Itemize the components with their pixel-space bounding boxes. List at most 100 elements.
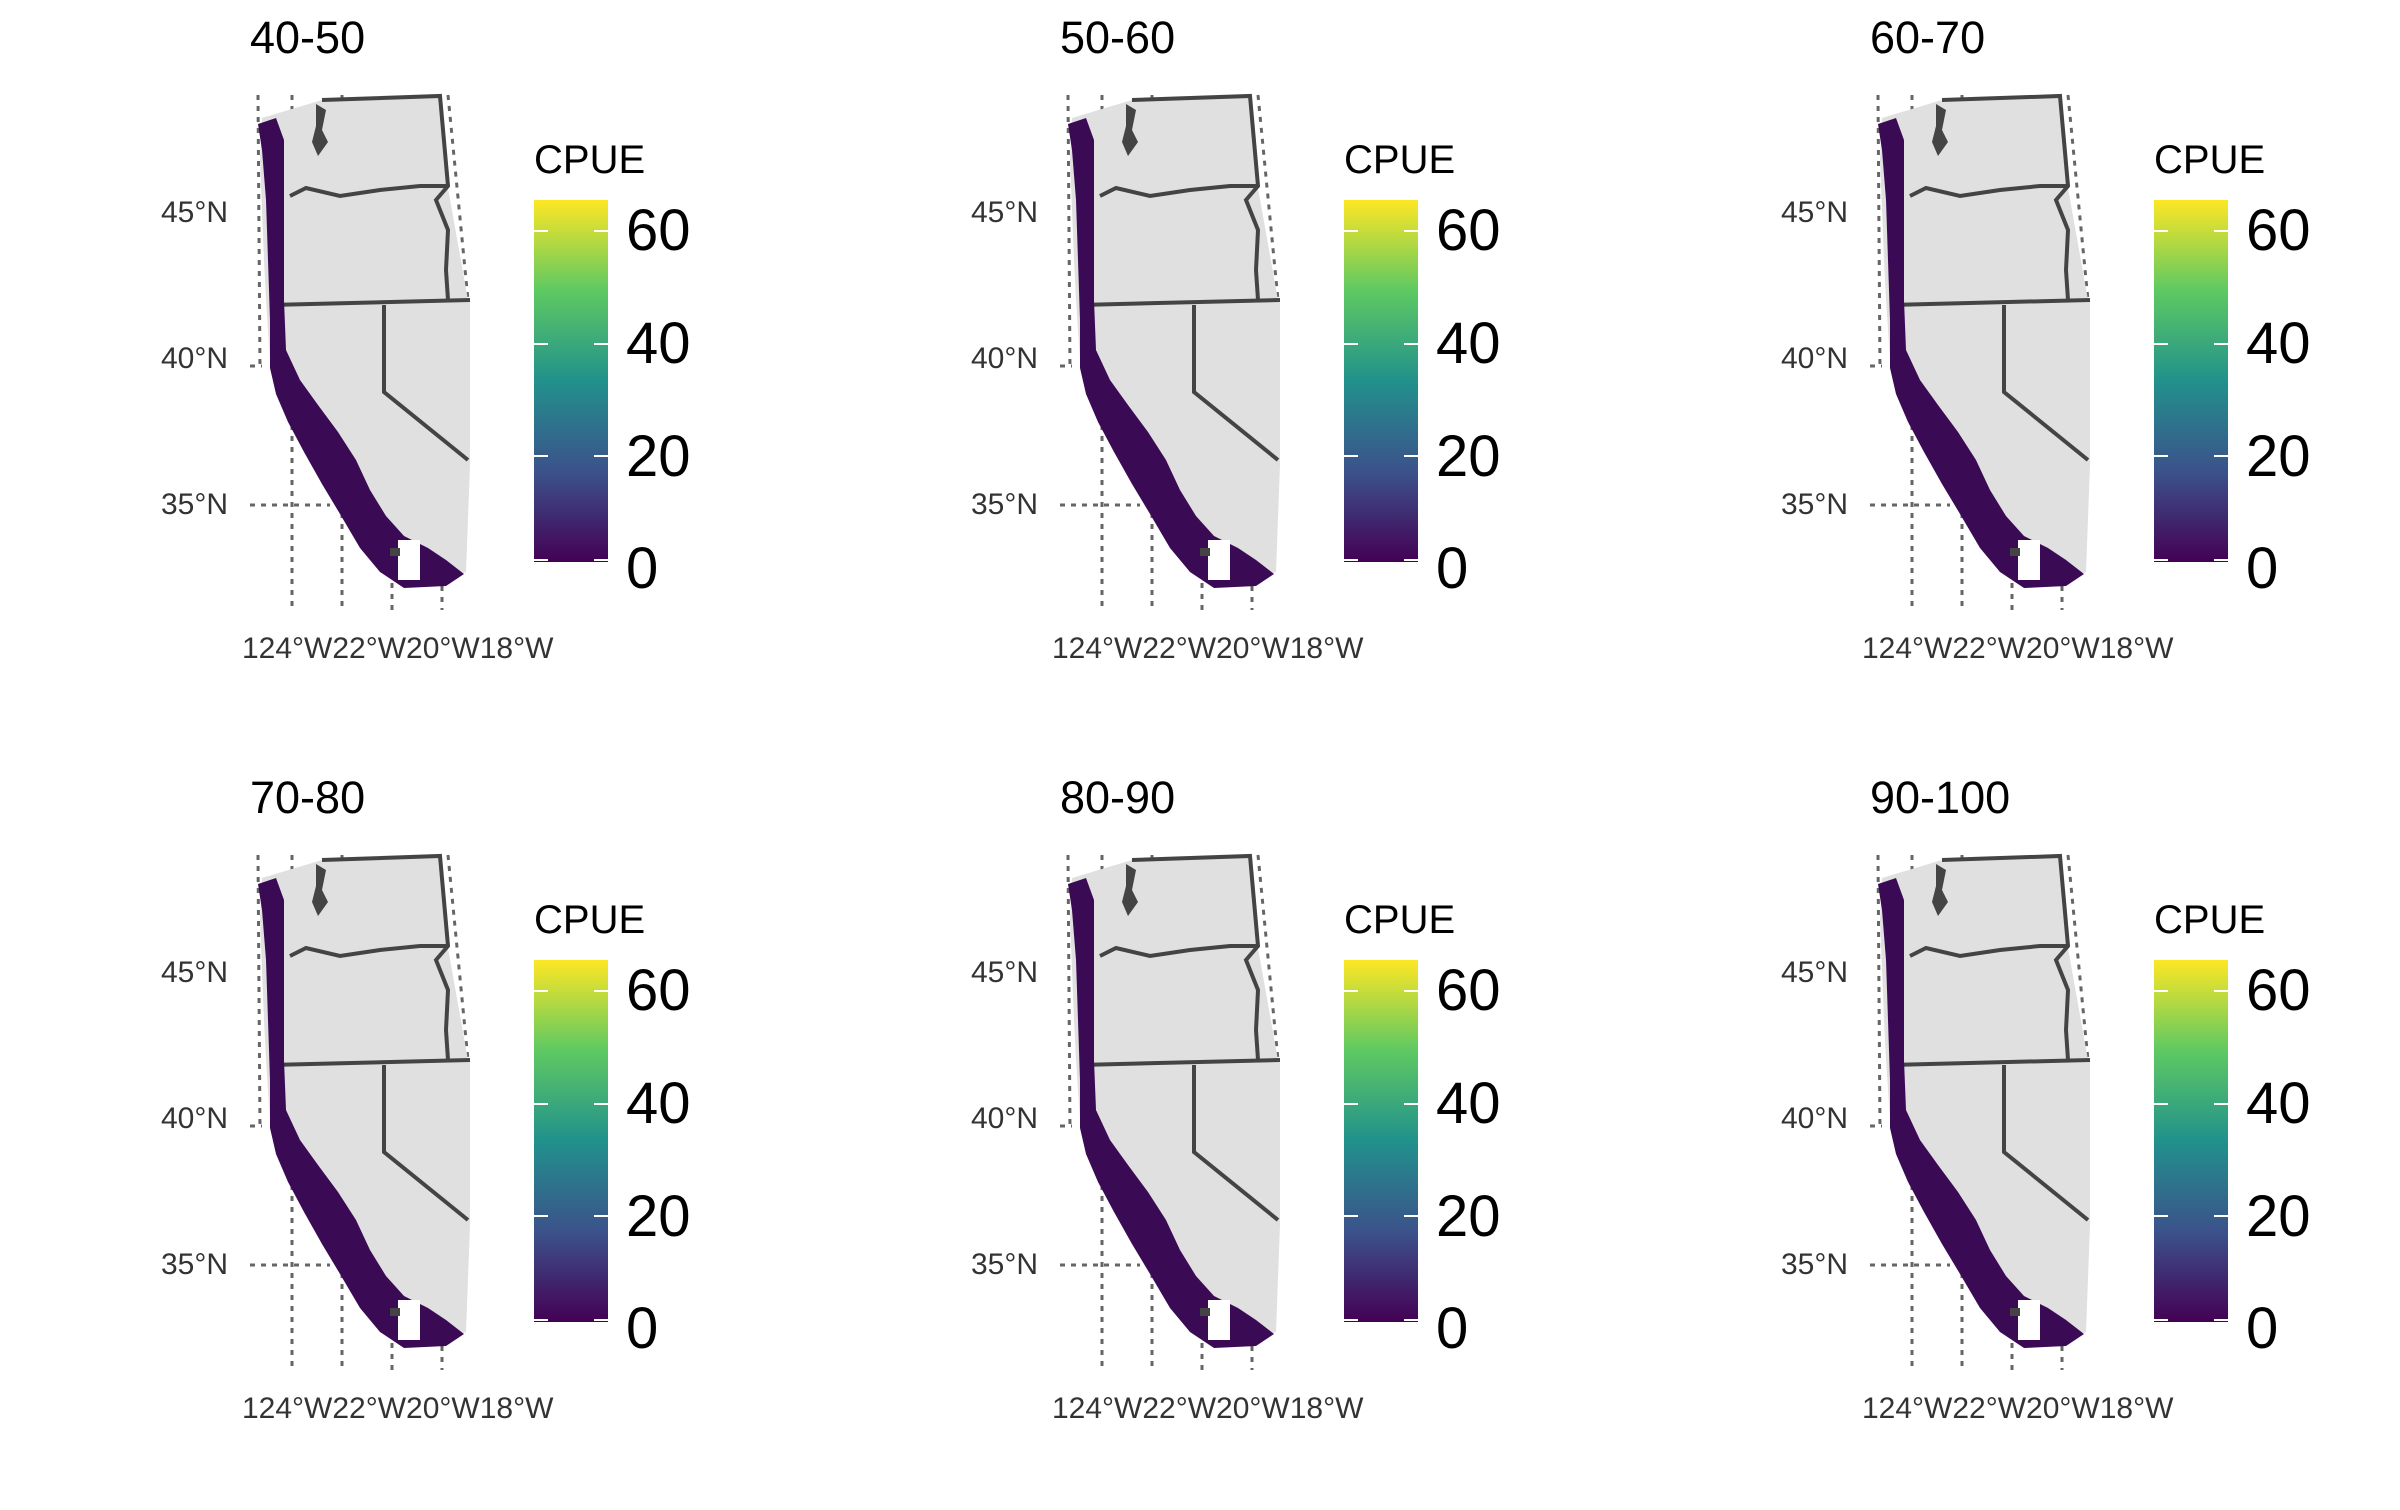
map-panel-50-60: 50-60 (810, 0, 1610, 750)
puget-sound-island (1932, 864, 1948, 916)
or-ca-border (269, 298, 471, 307)
west-coast-map (1060, 853, 1281, 1370)
cpue-coastal-data (1878, 878, 2084, 1348)
puget-sound-island (1932, 104, 1948, 156)
panel-title: 90-100 (1870, 772, 2011, 823)
channel-island (2010, 1308, 2020, 1316)
ca-nv-border (2002, 1065, 2090, 1222)
colorbar-gradient (1344, 200, 1418, 562)
map-panel-90-100: 90-100 (1620, 760, 2400, 1510)
data-gap-block (1208, 1300, 1230, 1340)
map-panel-60-70: 60-70 (1620, 0, 2400, 750)
panel-title: 50-60 (1060, 12, 1176, 63)
washington-border (1941, 853, 2071, 1061)
wa-or-border (1909, 184, 2068, 199)
graticule-east-edge (1256, 94, 1280, 301)
graticule-east-edge (446, 94, 470, 301)
lat-label-40: 40°N (160, 1102, 228, 1135)
land-area (1880, 856, 2090, 1338)
lat-label-45: 45°N (1780, 956, 1848, 989)
channel-island (390, 548, 400, 556)
map-panel-70-80: 70-80 (0, 760, 800, 1510)
colorbar-label-60: 60 (2246, 958, 2311, 1023)
cpue-coastal-data (1068, 878, 1274, 1348)
or-ca-border (269, 1058, 471, 1067)
colorbar-label-20: 20 (1436, 1184, 1501, 1249)
state-borders (1889, 853, 2091, 1222)
cpue-colorbar (534, 960, 608, 1322)
wa-or-border (289, 184, 448, 199)
wa-or-border (1099, 944, 1258, 959)
lat-label-40: 40°N (1780, 342, 1848, 375)
data-gap-block (1208, 540, 1230, 580)
colorbar-gradient (2154, 200, 2228, 562)
puget-sound-island (312, 104, 328, 156)
lat-label-35: 35°N (970, 488, 1038, 521)
or-ca-border (1889, 1058, 2091, 1067)
colorbar-label-60: 60 (2246, 198, 2311, 263)
legend-title: CPUE (1344, 138, 1456, 182)
data-gap-block (398, 1300, 420, 1340)
or-ca-border (1889, 298, 2091, 307)
data-gap-block (398, 540, 420, 580)
west-coast-map (1870, 93, 2091, 610)
state-borders (1079, 93, 1281, 462)
graticule-west-edge (1066, 854, 1072, 1131)
ca-nv-border (1192, 305, 1280, 462)
map-panel-80-90: 80-90 (810, 760, 1610, 1510)
map-panel-40-50: 40-50 (0, 0, 800, 750)
land-area (1070, 96, 1280, 578)
colorbar-label-0: 0 (626, 1296, 659, 1361)
legend-title: CPUE (1344, 898, 1456, 942)
lat-label-35: 35°N (160, 488, 228, 521)
lon-labels-overlapping: 124°W22°W20°W18°W (1862, 1392, 2174, 1425)
graticule-west-edge (256, 854, 262, 1131)
legend-title: CPUE (2154, 138, 2266, 182)
graticule-west-edge (1066, 94, 1072, 371)
ca-nv-border (382, 305, 470, 462)
graticule-west-edge (1876, 94, 1882, 371)
west-coast-map (1870, 853, 2091, 1370)
lon-labels-overlapping: 124°W22°W20°W18°W (242, 1392, 554, 1425)
state-borders (1889, 93, 2091, 462)
west-coast-map (250, 853, 471, 1370)
colorbar-label-20: 20 (2246, 424, 2311, 489)
colorbar-gradient (534, 960, 608, 1322)
colorbar-label-60: 60 (626, 198, 691, 263)
lat-label-45: 45°N (160, 196, 228, 229)
graticule-east-edge (1256, 854, 1280, 1061)
colorbar-label-40: 40 (1436, 311, 1501, 376)
washington-border (1941, 93, 2071, 301)
lat-label-35: 35°N (970, 1248, 1038, 1281)
colorbar-label-0: 0 (2246, 1296, 2279, 1361)
wa-or-border (289, 944, 448, 959)
lat-label-45: 45°N (970, 196, 1038, 229)
land-area (1880, 96, 2090, 578)
channel-island (1200, 548, 1210, 556)
land-area (1070, 856, 1280, 1338)
ca-nv-border (382, 1065, 470, 1222)
channel-island (1200, 1308, 1210, 1316)
washington-border (1131, 93, 1261, 301)
puget-sound-island (1122, 104, 1138, 156)
lon-labels-overlapping: 124°W22°W20°W18°W (242, 632, 554, 665)
lat-label-35: 35°N (1780, 1248, 1848, 1281)
wa-or-border (1909, 944, 2068, 959)
cpue-colorbar (1344, 200, 1418, 562)
graticule-west-edge (256, 94, 262, 371)
lat-label-40: 40°N (160, 342, 228, 375)
colorbar-label-60: 60 (1436, 198, 1501, 263)
data-gap-block (2018, 540, 2040, 580)
lat-label-40: 40°N (970, 1102, 1038, 1135)
colorbar-label-0: 0 (1436, 1296, 1469, 1361)
cpue-colorbar (2154, 960, 2228, 1322)
channel-island (390, 1308, 400, 1316)
lat-label-35: 35°N (160, 1248, 228, 1281)
land-area (260, 96, 470, 578)
state-borders (1079, 853, 1281, 1222)
lat-label-45: 45°N (160, 956, 228, 989)
washington-border (1131, 853, 1261, 1061)
colorbar-label-0: 0 (1436, 536, 1469, 601)
cpue-coastal-data (1068, 118, 1274, 588)
colorbar-gradient (534, 200, 608, 562)
